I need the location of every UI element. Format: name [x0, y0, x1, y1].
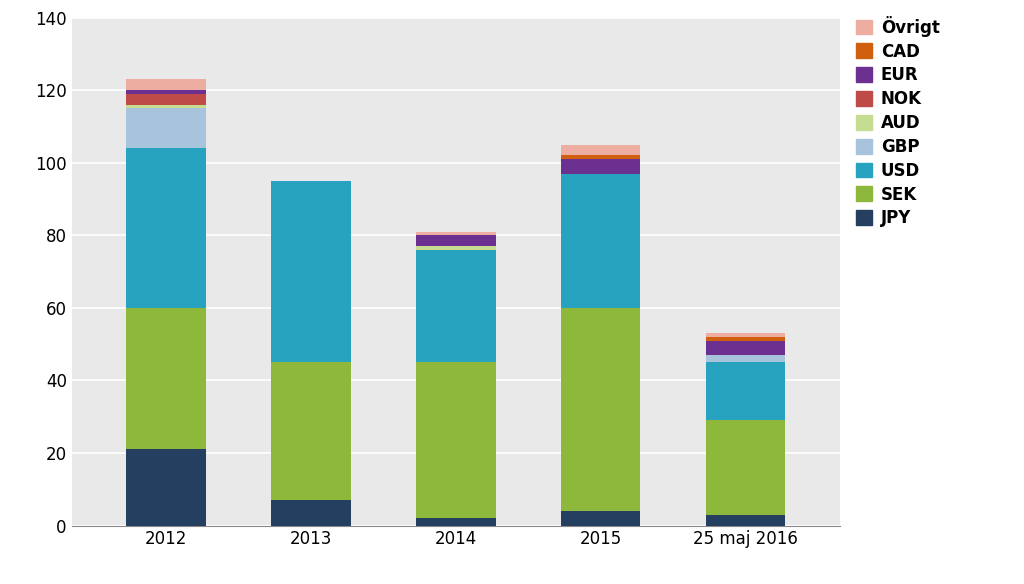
- Legend: Övrigt, CAD, EUR, NOK, AUD, GBP, USD, SEK, JPY: Övrigt, CAD, EUR, NOK, AUD, GBP, USD, SE…: [856, 16, 940, 227]
- Bar: [126, 90, 206, 93]
- Bar: [126, 450, 206, 526]
- Bar: [706, 333, 785, 337]
- Bar: [561, 511, 640, 526]
- Bar: [416, 519, 496, 526]
- Bar: [706, 355, 785, 362]
- Bar: [271, 500, 350, 526]
- Bar: [561, 159, 640, 173]
- Bar: [126, 79, 206, 90]
- Bar: [126, 108, 206, 148]
- Bar: [271, 181, 350, 362]
- Bar: [126, 105, 206, 108]
- Bar: [416, 235, 496, 246]
- Bar: [271, 362, 350, 500]
- Bar: [706, 337, 785, 340]
- Bar: [561, 144, 640, 155]
- Bar: [706, 340, 785, 355]
- Bar: [126, 148, 206, 308]
- Bar: [561, 308, 640, 511]
- Bar: [416, 250, 496, 362]
- Bar: [416, 362, 496, 519]
- Bar: [706, 362, 785, 420]
- Bar: [416, 246, 496, 250]
- Bar: [126, 93, 206, 105]
- Bar: [561, 155, 640, 159]
- Bar: [416, 232, 496, 235]
- Bar: [126, 308, 206, 450]
- Bar: [706, 420, 785, 515]
- Bar: [706, 515, 785, 526]
- Bar: [561, 173, 640, 308]
